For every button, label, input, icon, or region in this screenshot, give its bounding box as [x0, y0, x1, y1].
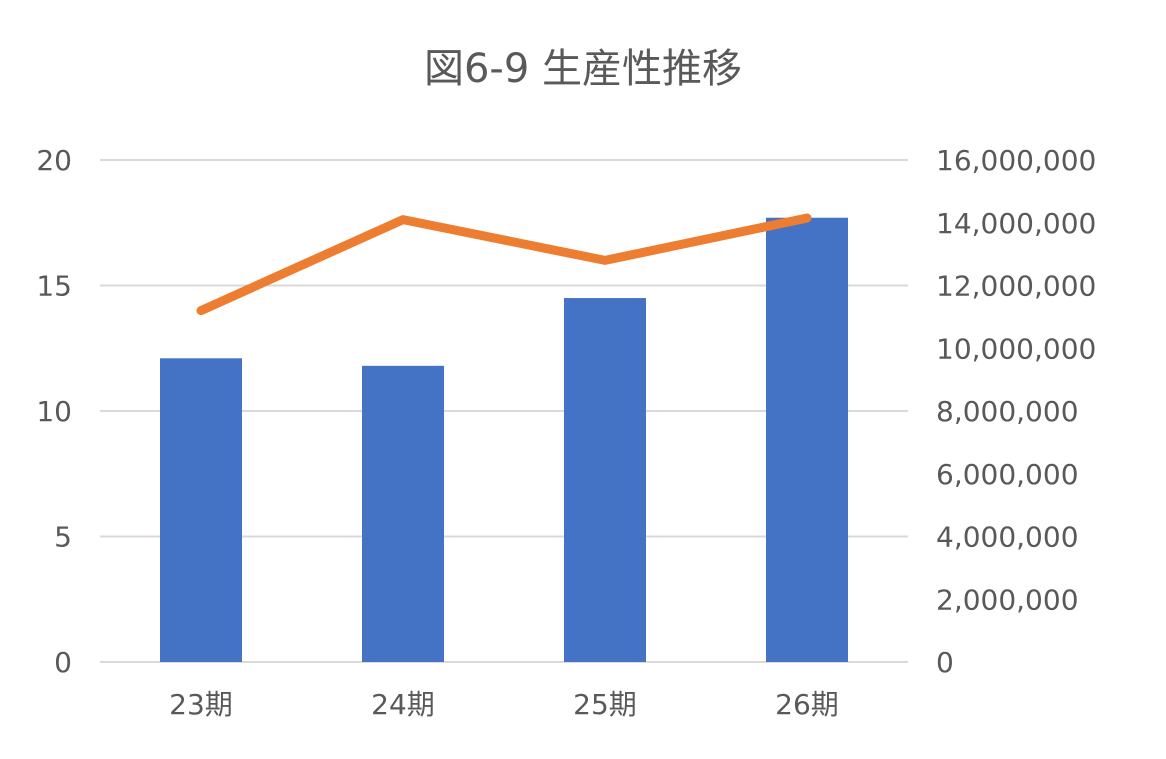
left-axis-tick-label: 10 [36, 395, 72, 428]
left-axis-tick-label: 20 [36, 144, 72, 177]
right-axis-tick-label: 0 [936, 646, 954, 679]
right-axis-tick-label: 12,000,000 [936, 270, 1096, 303]
right-axis-tick-label: 14,000,000 [936, 207, 1096, 240]
x-axis-tick-label: 26期 [775, 688, 839, 721]
line-layer [196, 213, 812, 316]
x-axis-ticks: 23期 24期 25期 26期 [169, 688, 839, 721]
right-axis-tick-label: 4,000,000 [936, 521, 1079, 554]
bar [160, 358, 242, 662]
right-axis-ticks: 0 2,000,000 4,000,000 6,000,000 8,000,000 10,… [936, 144, 1096, 679]
right-axis-tick-label: 10,000,000 [936, 332, 1096, 365]
bar [766, 217, 848, 663]
x-axis-tick-label: 24期 [371, 688, 435, 721]
left-axis-tick-label: 5 [54, 521, 72, 554]
right-axis-tick-label: 16,000,000 [936, 144, 1096, 177]
right-axis-tick-label: 2,000,000 [936, 583, 1079, 616]
right-axis-tick-label: 8,000,000 [936, 395, 1079, 428]
chart-title: 図6-9 生産性推移 [424, 46, 742, 92]
left-axis-ticks: 0 5 10 15 20 [36, 144, 72, 679]
right-axis-tick-label: 6,000,000 [936, 458, 1079, 491]
line-series [196, 213, 812, 316]
bar [564, 298, 646, 662]
x-axis-tick-label: 25期 [573, 688, 637, 721]
bars-layer [160, 217, 848, 663]
bar [362, 365, 444, 662]
left-axis-tick-label: 15 [36, 270, 72, 303]
x-axis-tick-label: 23期 [169, 688, 233, 721]
left-axis-tick-label: 0 [54, 646, 72, 679]
